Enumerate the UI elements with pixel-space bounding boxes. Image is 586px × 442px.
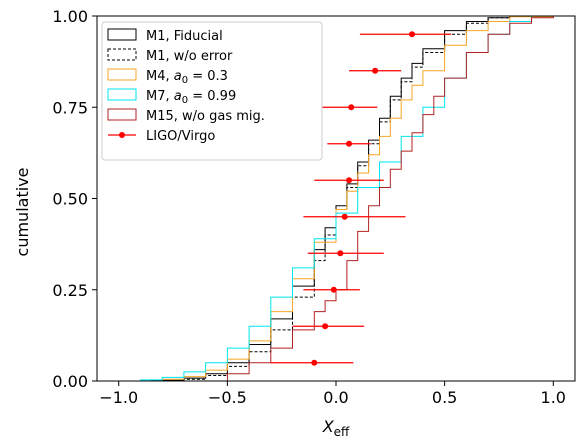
legend-label-text: M4, bbox=[146, 69, 174, 84]
legend-label-3: M7, a0 = 0.99 bbox=[146, 89, 236, 106]
legend-swatch-0 bbox=[107, 28, 137, 41]
legend-label-sub: 0 bbox=[182, 95, 188, 106]
legend-marker-observations bbox=[119, 132, 125, 138]
y-tick-label-4: 1.00 bbox=[52, 7, 88, 26]
plot-area bbox=[118, 15, 554, 382]
legend-box bbox=[101, 21, 323, 161]
legend-label-tail: = 0.3 bbox=[188, 69, 228, 84]
observation-point-8 bbox=[372, 67, 379, 74]
legend-swatch-2 bbox=[107, 68, 137, 81]
legend-label-tail: = 0.99 bbox=[188, 89, 236, 104]
legend-label-observations: LIGO/Virgo bbox=[146, 129, 215, 144]
observation-point-2 bbox=[330, 286, 337, 293]
x-axis-label: Xeff bbox=[322, 417, 350, 439]
x-tick-label-3: 0.5 bbox=[432, 388, 457, 407]
series-line-2 bbox=[118, 16, 554, 382]
axes: −1.0 −0.5 0.0 0.5 1.0 0.00 0.25 0.50 0.75 1.00 bbox=[52, 7, 576, 407]
legend-label-2: M4, a0 = 0.3 bbox=[146, 69, 228, 86]
legend-label-0: M1, Fiducial bbox=[146, 29, 223, 44]
legend-label-4: M15, w/o gas mig. bbox=[146, 109, 265, 124]
y-axis-label: cumulative bbox=[13, 168, 32, 257]
x-tick-label-4: 1.0 bbox=[541, 388, 566, 407]
legend-label-sub: 0 bbox=[182, 75, 188, 86]
observation-point-5 bbox=[346, 177, 353, 184]
observation-point-7 bbox=[348, 104, 355, 111]
y-tick-label-3: 0.75 bbox=[52, 98, 88, 117]
legend-label-math: a bbox=[174, 89, 182, 104]
legend-swatch-4 bbox=[107, 108, 137, 121]
observation-point-6 bbox=[346, 140, 353, 147]
y-tick-label-0: 0.00 bbox=[52, 372, 88, 391]
legend-label-text: M7, bbox=[146, 89, 174, 104]
observation-point-4 bbox=[341, 213, 348, 220]
legend-label-1: M1, w/o error bbox=[146, 49, 233, 64]
y-tick-label-1: 0.25 bbox=[52, 281, 88, 300]
legend-swatch-3 bbox=[107, 88, 137, 101]
x-tick-label-2: 0.0 bbox=[323, 388, 348, 407]
observation-point-0 bbox=[311, 359, 318, 366]
legend-label-math: a bbox=[174, 69, 182, 84]
legend-swatch-1 bbox=[107, 48, 137, 61]
observation-point-9 bbox=[409, 31, 416, 38]
legend: M1, Fiducial M1, w/o error M4, a0 = 0.3 M7,… bbox=[101, 21, 323, 161]
observation-point-3 bbox=[337, 250, 344, 257]
x-tick-label-1: −0.5 bbox=[208, 388, 247, 407]
series-line-4 bbox=[118, 16, 554, 382]
y-tick-label-2: 0.50 bbox=[52, 190, 88, 209]
observation-point-1 bbox=[322, 323, 329, 330]
x-tick-label-0: −1.0 bbox=[99, 388, 138, 407]
